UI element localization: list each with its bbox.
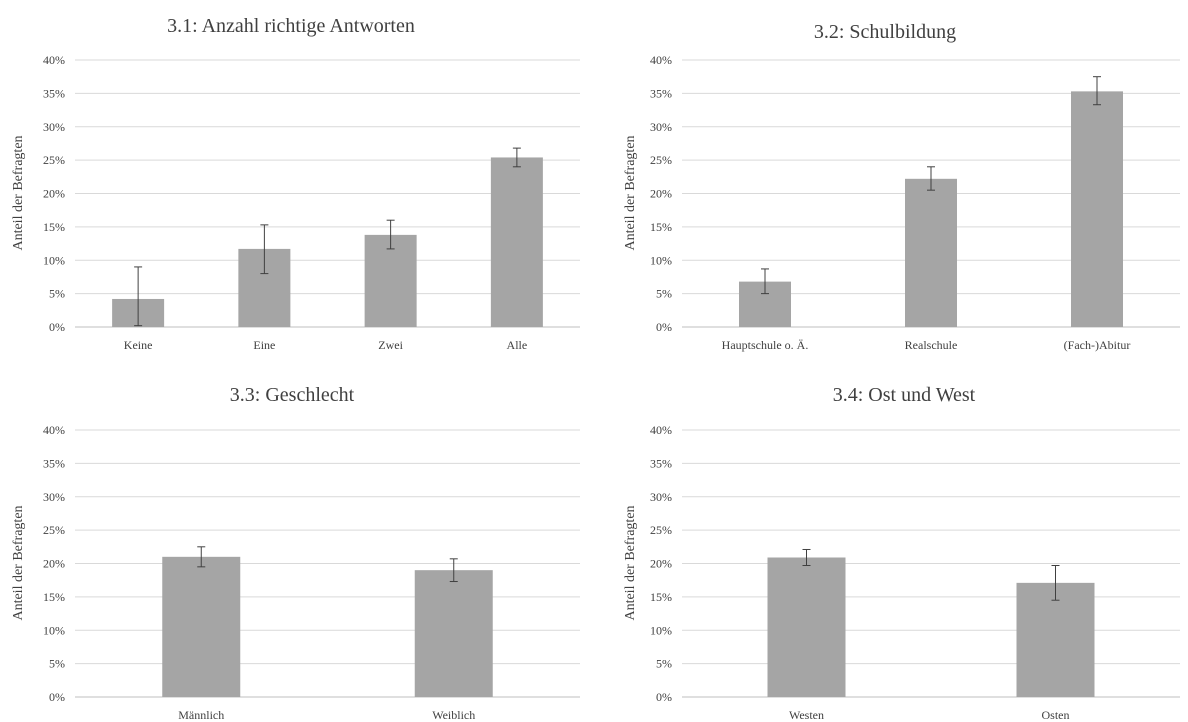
y-tick-label: 30% — [650, 490, 672, 504]
x-tick-label: Zwei — [378, 338, 403, 352]
y-tick-label: 40% — [43, 423, 65, 437]
y-axis-label: Anteil der Befragten — [11, 135, 26, 250]
bar — [414, 570, 493, 697]
chart-title: 3.1: Anzahl richtige Antworten — [167, 15, 415, 37]
y-tick-label: 10% — [43, 623, 65, 637]
y-tick-label: 5% — [49, 287, 65, 301]
y-tick-label: 35% — [43, 456, 65, 470]
y-tick-label: 10% — [650, 623, 672, 637]
chart-title: 3.4: Ost und West — [833, 384, 976, 406]
y-tick-label: 40% — [650, 53, 672, 67]
bar — [767, 557, 846, 697]
bar — [364, 234, 417, 327]
y-tick-label: 25% — [650, 523, 672, 537]
chart-3-1: 3.1: Anzahl richtige Antworten Anteil de… — [11, 15, 580, 352]
x-tick-label: Hauptschule o. Ä. — [722, 338, 809, 352]
y-tick-label: 5% — [656, 287, 672, 301]
y-tick-label: 15% — [650, 220, 672, 234]
y-tick-label: 35% — [650, 86, 672, 100]
x-tick-label: Alle — [507, 338, 528, 352]
chart-title: 3.2: Schulbildung — [814, 21, 956, 43]
y-tick-label: 15% — [650, 590, 672, 604]
bar — [1071, 91, 1123, 327]
y-tick-label: 5% — [656, 657, 672, 671]
bar — [162, 556, 241, 697]
y-tick-label: 35% — [43, 86, 65, 100]
y-tick-label: 25% — [43, 523, 65, 537]
y-tick-label: 20% — [650, 557, 672, 571]
y-tick-label: 20% — [43, 187, 65, 201]
y-tick-label: 10% — [43, 253, 65, 267]
y-tick-label: 15% — [43, 590, 65, 604]
y-axis-label: Anteil der Befragten — [623, 135, 638, 250]
y-tick-label: 20% — [650, 187, 672, 201]
y-tick-label: 10% — [650, 253, 672, 267]
y-tick-label: 5% — [49, 657, 65, 671]
y-tick-label: 0% — [49, 690, 65, 704]
y-tick-label: 20% — [43, 557, 65, 571]
x-tick-label: Weiblich — [432, 708, 475, 722]
y-tick-label: 40% — [650, 423, 672, 437]
y-tick-label: 30% — [43, 120, 65, 134]
y-axis-label: Anteil der Befragten — [11, 505, 26, 620]
x-tick-label: Eine — [253, 338, 275, 352]
y-tick-label: 15% — [43, 220, 65, 234]
x-tick-label: Osten — [1042, 708, 1070, 722]
y-tick-label: 30% — [650, 120, 672, 134]
y-tick-label: 25% — [650, 153, 672, 167]
y-tick-label: 0% — [656, 320, 672, 334]
x-tick-label: Westen — [789, 708, 824, 722]
y-tick-label: 0% — [656, 690, 672, 704]
y-tick-label: 35% — [650, 456, 672, 470]
y-tick-label: 25% — [43, 153, 65, 167]
y-tick-label: 40% — [43, 53, 65, 67]
y-tick-label: 30% — [43, 490, 65, 504]
chart-title: 3.3: Geschlecht — [230, 384, 355, 406]
bar — [905, 178, 957, 327]
y-tick-label: 0% — [49, 320, 65, 334]
chart-3-3: 3.3: Geschlecht Anteil der Befragten 0% 5… — [11, 384, 580, 722]
bar — [490, 157, 543, 327]
x-tick-label: Keine — [124, 338, 153, 352]
y-axis-label: Anteil der Befragten — [623, 505, 638, 620]
bar — [1016, 582, 1095, 697]
x-tick-label: Realschule — [905, 338, 958, 352]
chart-3-4: 3.4: Ost und West Anteil der Befragten 0… — [623, 384, 1180, 722]
chart-3-2: 3.2: Schulbildung Anteil der Befragten 0… — [623, 21, 1180, 352]
x-tick-label: (Fach-)Abitur — [1064, 338, 1131, 352]
x-tick-label: Männlich — [178, 708, 224, 722]
